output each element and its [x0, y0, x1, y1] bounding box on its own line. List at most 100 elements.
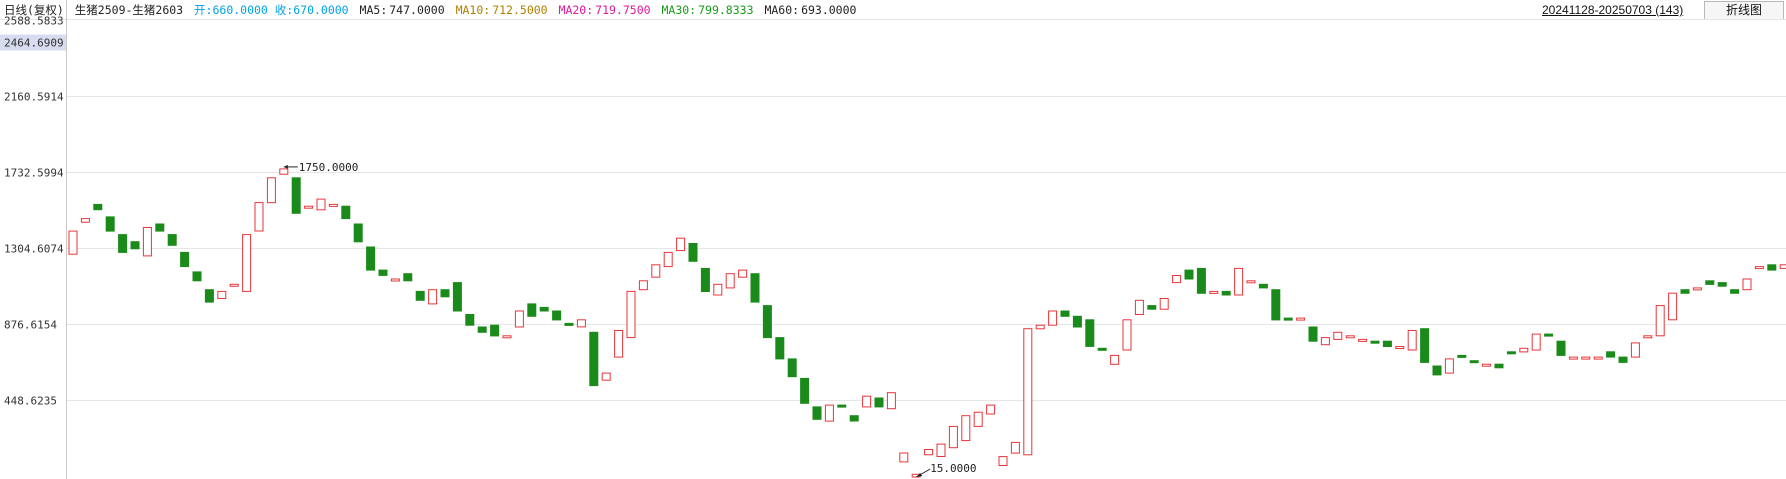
candle-up	[1296, 317, 1306, 321]
candle-down	[105, 216, 115, 232]
candle-up	[1134, 299, 1144, 315]
candle-down	[1147, 305, 1157, 310]
candle-up	[1234, 267, 1244, 296]
candle-up	[961, 415, 971, 442]
candle-up	[713, 283, 723, 296]
candle-down	[1271, 289, 1281, 321]
candle-down	[539, 306, 549, 312]
candle-down	[291, 177, 301, 214]
candle-down	[353, 223, 363, 243]
candle-down	[787, 358, 797, 378]
candle-down	[477, 326, 487, 333]
ma10-value: 712.5000	[492, 3, 548, 17]
symbol-label: 生猪2509-生猪2603	[74, 3, 184, 17]
ma20-value: 719.7500	[595, 3, 651, 17]
candle-down	[1258, 283, 1268, 289]
candle-down	[192, 271, 202, 282]
candle-up	[266, 177, 276, 204]
ma60-value: 693.0000	[801, 3, 857, 17]
candle-up	[316, 198, 326, 211]
candle-up	[725, 273, 735, 289]
candle-up	[899, 452, 909, 463]
candle-up	[651, 264, 661, 278]
candle-down	[1308, 326, 1318, 342]
candle-down	[490, 324, 500, 337]
candle-down	[1184, 269, 1194, 280]
candle-up	[428, 289, 438, 305]
candle-up	[986, 404, 996, 415]
candle-down	[440, 289, 450, 298]
candle-down	[688, 243, 698, 262]
candle-up	[1692, 287, 1702, 291]
y-tick-label: 876.6154	[4, 319, 57, 332]
candle-down	[1085, 319, 1095, 347]
candle-down	[1469, 360, 1479, 364]
candle-up	[998, 456, 1008, 467]
candle-up	[229, 283, 239, 287]
candle-down	[762, 305, 772, 339]
candle-up	[80, 218, 90, 223]
ma30-value: 799.8333	[698, 3, 754, 17]
candle-up	[1668, 292, 1678, 321]
candle-up	[1320, 337, 1330, 346]
candle-up	[514, 310, 524, 328]
candle-up	[936, 443, 946, 458]
y-tick-highlight	[0, 34, 66, 51]
y-tick-label: 2588.5833	[4, 15, 64, 28]
candle-up	[328, 203, 338, 207]
candle-up	[1023, 328, 1033, 456]
candle-up	[1568, 356, 1578, 360]
candle-down	[1097, 347, 1107, 351]
candle-down	[700, 267, 710, 292]
candle-up	[614, 330, 624, 358]
annotations-layer: 1750.0000 15.0000	[283, 161, 977, 478]
candle-up	[576, 319, 586, 328]
candle-up	[1010, 441, 1020, 454]
candle-up	[1779, 264, 1786, 269]
candle-up	[601, 372, 611, 381]
ma30-label: MA30:	[661, 3, 697, 17]
ma5-label: MA5:	[359, 3, 388, 17]
y-axis: 2588.5833 2464.6909 2160.5914 1732.5994 1304…	[0, 0, 67, 479]
candle-up	[626, 290, 636, 339]
candle-down	[1730, 289, 1740, 294]
y-tick-label: 2464.6909	[4, 37, 64, 50]
candle-up	[242, 234, 252, 292]
candle-down	[1494, 363, 1504, 369]
candle-down	[204, 289, 214, 303]
ma20-label: MA20:	[558, 3, 594, 17]
candle-up	[1345, 335, 1355, 339]
candle-down	[1196, 267, 1206, 294]
candle-down	[155, 223, 165, 232]
candle-down	[1060, 310, 1070, 317]
candle-down	[1420, 328, 1430, 363]
line-chart-button[interactable]: 折线图	[1704, 1, 1784, 20]
candle-down	[1221, 290, 1231, 296]
candle-down	[775, 337, 785, 360]
candle-down	[378, 269, 388, 276]
date-range-link[interactable]: 20241128-20250703 (143)	[1542, 3, 1684, 17]
candle-down	[1382, 340, 1392, 348]
candle-up	[1519, 347, 1529, 353]
candle-up	[676, 237, 686, 252]
grid-layer	[0, 19, 1786, 401]
y-tick-label: 1304.6074	[4, 243, 64, 256]
candle-down	[167, 234, 177, 246]
candle-up	[973, 411, 983, 427]
candle-down	[800, 377, 810, 404]
candle-down	[1618, 356, 1628, 363]
candle-down	[93, 203, 103, 211]
candle-up	[502, 335, 512, 339]
candle-up	[1531, 333, 1541, 351]
candle-up	[948, 425, 958, 449]
ma5-value: 747.0000	[389, 3, 445, 17]
candle-down	[366, 246, 376, 271]
max-price-label: 1750.0000	[299, 161, 359, 174]
candle-up	[1048, 310, 1058, 326]
candle-up	[279, 168, 289, 175]
candle-down	[527, 303, 537, 317]
candle-up	[1246, 280, 1256, 284]
candle-up	[1754, 266, 1764, 270]
candle-up	[68, 230, 78, 255]
